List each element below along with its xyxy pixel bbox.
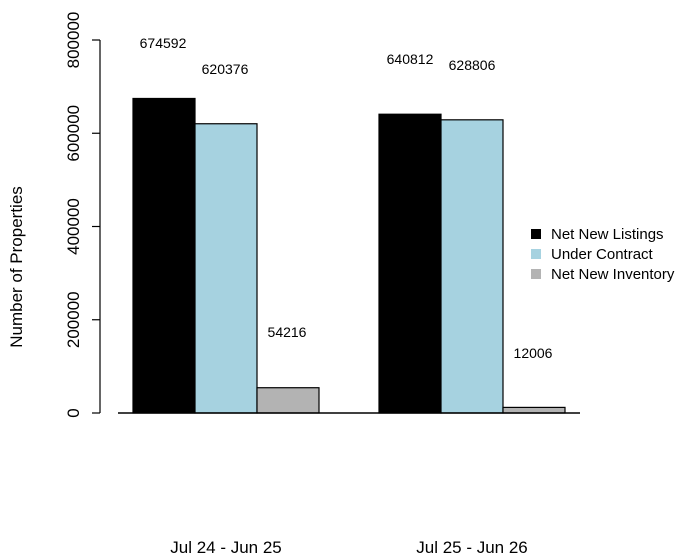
y-tick-label: 200000 bbox=[64, 291, 83, 348]
bar-net-new-listings-1 bbox=[133, 98, 195, 413]
y-tick-label: 600000 bbox=[64, 105, 83, 162]
data-label-under-contract-1: 620376 bbox=[202, 61, 249, 77]
data-label-net-new-inventory-2: 12006 bbox=[514, 345, 553, 361]
category-label-2: Jul 25 - Jun 26 bbox=[416, 538, 528, 557]
bar-net-new-listings-2 bbox=[379, 114, 441, 413]
data-label-under-contract-2: 628806 bbox=[449, 57, 496, 73]
legend-swatch-net-new-listings bbox=[531, 229, 541, 239]
data-label-net-new-inventory-1: 54216 bbox=[268, 324, 307, 340]
y-tick-label: 400000 bbox=[64, 198, 83, 255]
legend: Net New Listings Under Contract Net New In… bbox=[531, 226, 675, 283]
legend-label-net-new-listings: Net New Listings bbox=[551, 226, 664, 243]
data-label-net-new-listings-2: 640812 bbox=[387, 51, 434, 67]
bar-net-new-inventory-1 bbox=[257, 388, 319, 413]
bar-net-new-inventory-2 bbox=[503, 407, 565, 413]
category-labels: Jul 24 - Jun 25 Jul 25 - Jun 26 bbox=[170, 538, 528, 557]
data-label-net-new-listings-1: 674592 bbox=[140, 35, 187, 51]
y-axis-title: Number of Properties bbox=[7, 186, 26, 348]
y-tick-label: 0 bbox=[64, 408, 83, 417]
bar-under-contract-2 bbox=[441, 120, 503, 413]
category-label-1: Jul 24 - Jun 25 bbox=[170, 538, 282, 557]
y-axis: 0 200000 400000 600000 800000 bbox=[64, 12, 100, 418]
bars-group bbox=[133, 98, 565, 413]
y-tick-label: 800000 bbox=[64, 12, 83, 69]
legend-label-under-contract: Under Contract bbox=[551, 246, 654, 263]
legend-swatch-net-new-inventory bbox=[531, 269, 541, 279]
legend-label-net-new-inventory: Net New Inventory bbox=[551, 266, 675, 283]
bar-under-contract-1 bbox=[195, 124, 257, 413]
legend-swatch-under-contract bbox=[531, 249, 541, 259]
